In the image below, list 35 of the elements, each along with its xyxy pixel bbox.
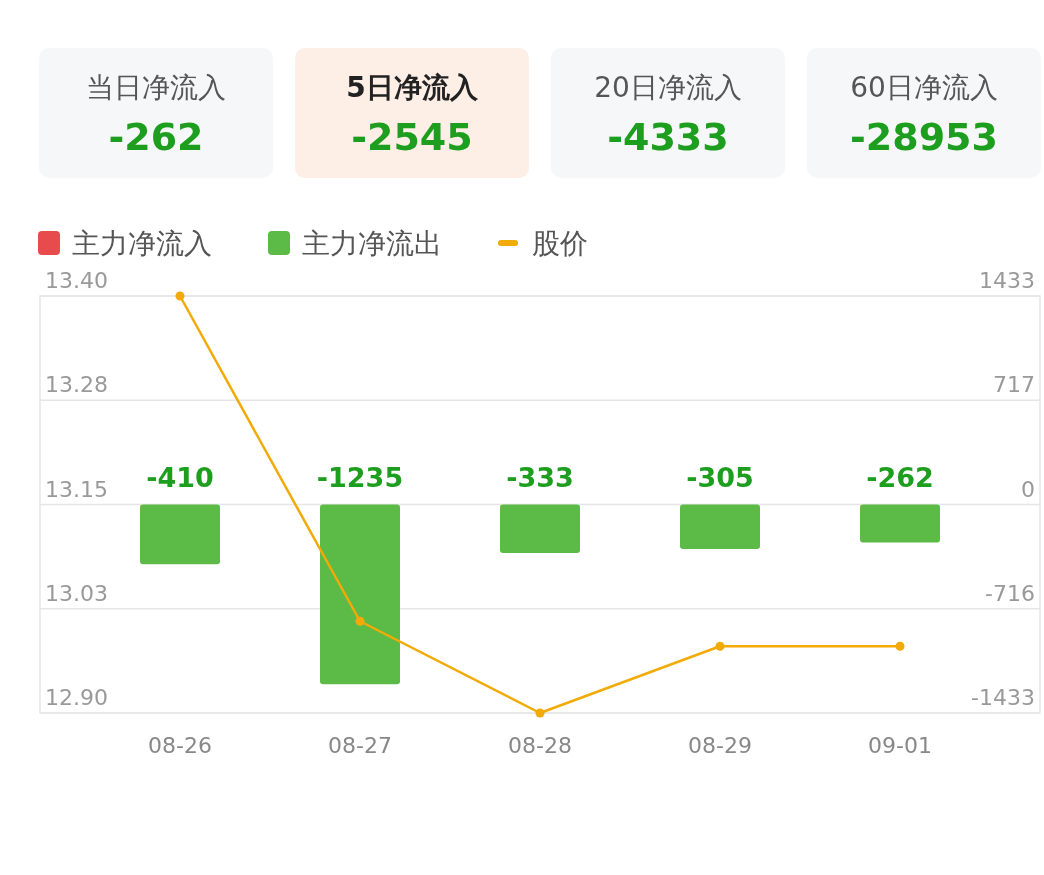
x-tick-label: 08-29: [688, 733, 752, 758]
legend-主力净流入: 主力净流入: [38, 227, 212, 260]
y-tick-label: 13.28: [45, 372, 108, 398]
y2-tick-label: -1433: [971, 685, 1035, 710]
y2-tick-label: 717: [993, 372, 1035, 398]
category-label: 60日净流入: [850, 71, 998, 104]
y2-tick-label: 1433: [979, 268, 1035, 293]
data-label: -1235: [316, 461, 404, 493]
data-label: -333: [506, 461, 574, 493]
legend-label: 股价: [532, 227, 588, 260]
y-tick-label: 13.40: [45, 268, 108, 293]
x-tick-label: 09-01: [868, 733, 932, 758]
legend-label: 主力净流入: [72, 227, 212, 260]
y-tick-label: 13.03: [45, 580, 108, 606]
data-label: -4333: [607, 115, 729, 159]
category-label: 5日净流入: [346, 71, 479, 104]
category-label: 当日净流入: [86, 71, 226, 104]
category-label: 20日净流入: [594, 71, 742, 104]
y2-tick-label: 0: [1021, 476, 1035, 502]
legend-主力净流出: 主力净流出: [268, 227, 442, 260]
x-tick-label: 08-27: [328, 733, 392, 758]
y-tick-label: 12.90: [45, 685, 108, 710]
data-label: -28953: [850, 115, 998, 159]
x-tick-label: 08-28: [508, 733, 572, 758]
data-label: -262: [866, 461, 934, 493]
legend-label: 主力净流出: [302, 227, 442, 260]
legend-股价: 股价: [498, 227, 588, 260]
data-label: -262: [108, 115, 204, 159]
data-label: -410: [146, 461, 214, 493]
y-tick-label: 13.15: [45, 476, 108, 502]
data-label: -305: [686, 461, 754, 493]
x-tick-label: 08-26: [148, 733, 212, 758]
y2-tick-label: -716: [985, 580, 1035, 606]
data-label: -2545: [351, 115, 473, 159]
主力净流出: -410 -1235 -333 -305 -262: [140, 461, 940, 685]
